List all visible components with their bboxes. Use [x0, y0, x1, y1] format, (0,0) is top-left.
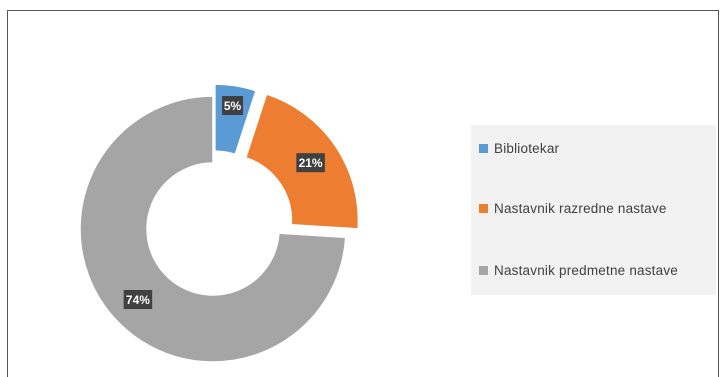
- chart-legend: Bibliotekar Nastavnik razredne nastave N…: [471, 125, 716, 295]
- legend-item-bibliotekar: Bibliotekar: [479, 141, 559, 156]
- legend-label-predmetne: Nastavnik predmetne nastave: [494, 263, 678, 278]
- data-label-predmetne: 74%: [123, 290, 153, 310]
- doughnut-chart: 5% 21% 74%: [79, 83, 360, 363]
- data-label-box-razredne: [296, 153, 325, 173]
- data-label-text-predmetne: 74%: [126, 293, 150, 307]
- data-label-razredne: 21%: [296, 153, 325, 173]
- data-label-bibliotekar: 5%: [222, 96, 244, 116]
- legend-swatch-razredne: [479, 204, 488, 213]
- data-label-text-razredne: 21%: [299, 156, 323, 170]
- legend-swatch-predmetne: [479, 266, 488, 275]
- data-label-box-bibliotekar: [222, 96, 244, 116]
- legend-item-predmetne: Nastavnik predmetne nastave: [479, 263, 678, 278]
- data-label-box-predmetne: [123, 290, 153, 310]
- legend-item-razredne: Nastavnik razredne nastave: [479, 201, 667, 216]
- legend-label-bibliotekar: Bibliotekar: [494, 141, 560, 156]
- legend-swatch-bibliotekar: [479, 144, 488, 153]
- data-label-text-bibliotekar: 5%: [224, 99, 242, 113]
- chart-frame: 5% 21% 74% Bibliotekar Nastavnik razredne …: [7, 10, 719, 377]
- legend-label-razredne: Nastavnik razredne nastave: [494, 201, 667, 216]
